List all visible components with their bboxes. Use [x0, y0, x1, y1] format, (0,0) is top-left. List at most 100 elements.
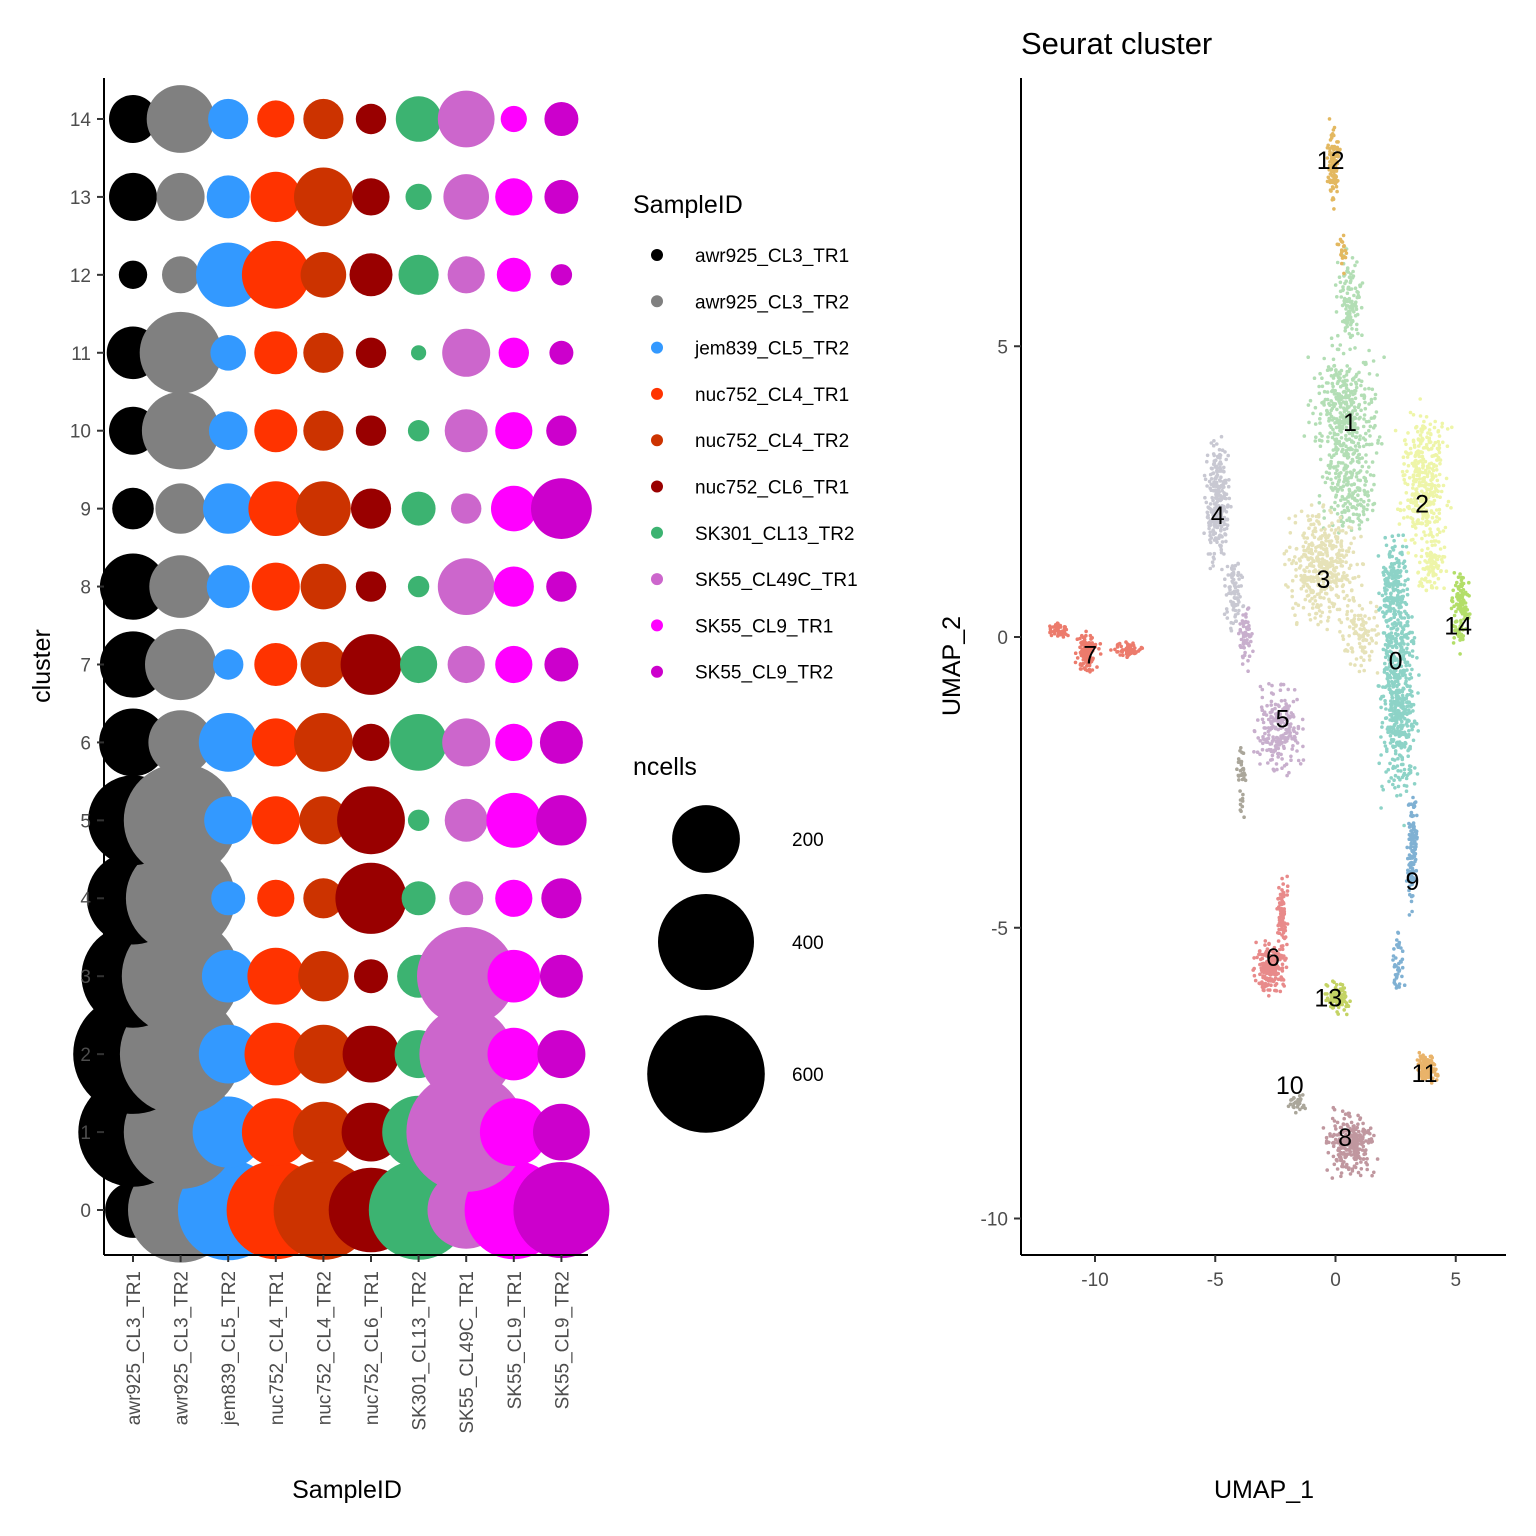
umap-point: [1332, 416, 1336, 421]
umap-point: [1402, 633, 1407, 638]
umap-point: [1284, 727, 1288, 732]
umap-point: [1396, 943, 1400, 947]
umap-point: [1387, 642, 1391, 646]
umap-point: [1358, 518, 1362, 523]
umap-point: [1456, 594, 1461, 598]
umap-point: [1413, 800, 1418, 804]
umap-point: [1234, 619, 1238, 623]
umap-point: [1281, 978, 1286, 982]
umap-point: [1341, 285, 1345, 289]
umap-point: [1334, 493, 1339, 498]
umap-point: [1222, 612, 1227, 616]
umap-point: [1339, 394, 1344, 399]
umap-point: [1384, 770, 1388, 774]
umap-point: [1391, 700, 1396, 705]
umap-point: [1273, 744, 1278, 748]
umap-point: [1341, 583, 1346, 587]
umap-point: [1431, 534, 1435, 539]
dot-cluster8-nuc752_CL6_TR1: [355, 571, 387, 602]
umap-point: [1437, 450, 1442, 455]
umap-point: [1410, 849, 1415, 854]
dot-cluster12-jem839_CL5_TR2: [196, 242, 261, 307]
umap-point: [1286, 706, 1290, 711]
umap-point: [1252, 729, 1257, 733]
umap-y-tick-label: -10: [981, 1210, 1008, 1231]
umap-point: [1348, 519, 1353, 523]
umap-point: [1362, 361, 1367, 365]
umap-point: [1372, 615, 1376, 620]
umap-point: [1308, 398, 1313, 403]
umap-point: [1285, 942, 1289, 947]
umap-point: [1383, 744, 1388, 748]
umap-point: [1211, 483, 1216, 488]
umap-point: [1439, 569, 1443, 574]
umap-point: [1425, 540, 1429, 544]
umap-point: [1417, 444, 1421, 448]
umap-point: [1360, 333, 1364, 338]
umap-cluster-6-points: [1251, 874, 1290, 998]
dot-cluster12-awr925_CL3_TR2: [162, 256, 200, 294]
umap-point: [1399, 645, 1404, 649]
umap-point: [1410, 814, 1414, 819]
umap-point: [1205, 459, 1209, 464]
umap-point: [1350, 494, 1354, 498]
umap-point: [1351, 512, 1356, 516]
umap-point: [1213, 506, 1217, 510]
umap-point: [1249, 639, 1253, 644]
umap-point: [1348, 580, 1352, 585]
umap-point: [1344, 1154, 1348, 1158]
umap-point: [1357, 295, 1361, 300]
umap-point: [1306, 557, 1310, 561]
umap-point: [1301, 758, 1306, 762]
legend-size-label-400: 400: [792, 933, 824, 954]
umap-point: [1392, 671, 1396, 676]
umap-point: [1211, 462, 1216, 467]
umap-point: [1207, 522, 1212, 526]
umap-point: [1418, 397, 1422, 401]
umap-point: [1391, 709, 1396, 713]
umap-point: [1260, 980, 1264, 984]
umap-point: [1398, 612, 1402, 617]
umap-point: [1204, 500, 1209, 505]
dotplot-marks: [73, 85, 610, 1263]
dotplot-x-tick-label: awr925_CL3_TR2: [172, 1271, 193, 1425]
umap-point: [1345, 617, 1350, 621]
umap-point: [1265, 976, 1269, 980]
umap-point: [1357, 378, 1361, 382]
dot-cluster2-SK55_CL49C_TR1: [419, 1007, 513, 1101]
umap-point: [1338, 1158, 1343, 1163]
umap-point: [1230, 579, 1234, 584]
umap-point: [1337, 275, 1342, 280]
umap-point: [1241, 604, 1245, 609]
umap-point: [1282, 927, 1286, 931]
umap-point: [1421, 516, 1425, 521]
umap-point: [1332, 431, 1336, 435]
umap-point: [1217, 490, 1221, 495]
dotplot-x-tick-label: SK55_CL9_TR1: [505, 1271, 526, 1409]
umap-point: [1431, 443, 1436, 448]
umap-point: [1295, 697, 1299, 702]
umap-point: [1382, 603, 1387, 608]
umap-point: [1081, 635, 1086, 640]
dot-cluster7-SK55_CL49C_TR1: [447, 645, 485, 684]
umap-point: [1263, 731, 1267, 736]
umap-point: [1421, 476, 1425, 481]
umap-point: [1334, 565, 1339, 570]
umap-point: [1394, 636, 1398, 641]
umap-point: [1314, 605, 1319, 609]
umap-point: [1460, 602, 1465, 607]
umap-point: [1345, 604, 1350, 608]
umap-point: [1396, 784, 1401, 789]
umap-point: [1364, 431, 1368, 436]
umap-point: [1317, 537, 1321, 541]
umap-point: [1078, 667, 1083, 671]
umap-point: [1411, 537, 1415, 542]
dot-cluster9-SK55_CL9_TR2: [531, 478, 592, 539]
umap-point: [1219, 513, 1224, 517]
umap-point: [1417, 1050, 1422, 1055]
umap-point: [1238, 808, 1243, 812]
umap-point: [1281, 982, 1285, 987]
umap-point: [1405, 455, 1410, 459]
